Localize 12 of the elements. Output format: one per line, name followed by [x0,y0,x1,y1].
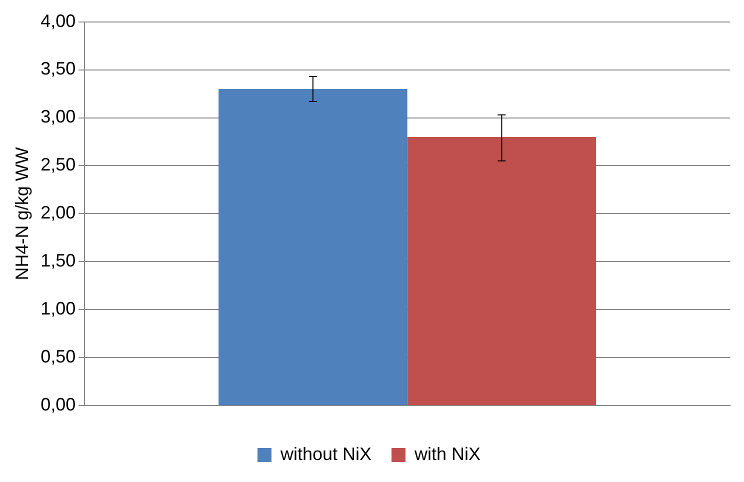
y-tick-label: 4,00 [40,10,76,31]
legend-label: without NiX [279,444,372,464]
y-tick-label: 2,50 [40,154,76,175]
y-tick-label: 1,50 [40,250,76,271]
y-tick-label: 0,50 [40,346,76,367]
y-tick-label: 1,00 [40,298,76,319]
y-tick-label: 0,00 [40,394,76,415]
y-axis-title: NH4-N g/kg WW [12,147,32,280]
y-tick-label: 3,00 [40,106,76,127]
legend-label: with NiX [414,444,481,464]
y-tick-label: 2,00 [40,202,76,223]
y-tick-label: 3,50 [40,58,76,79]
